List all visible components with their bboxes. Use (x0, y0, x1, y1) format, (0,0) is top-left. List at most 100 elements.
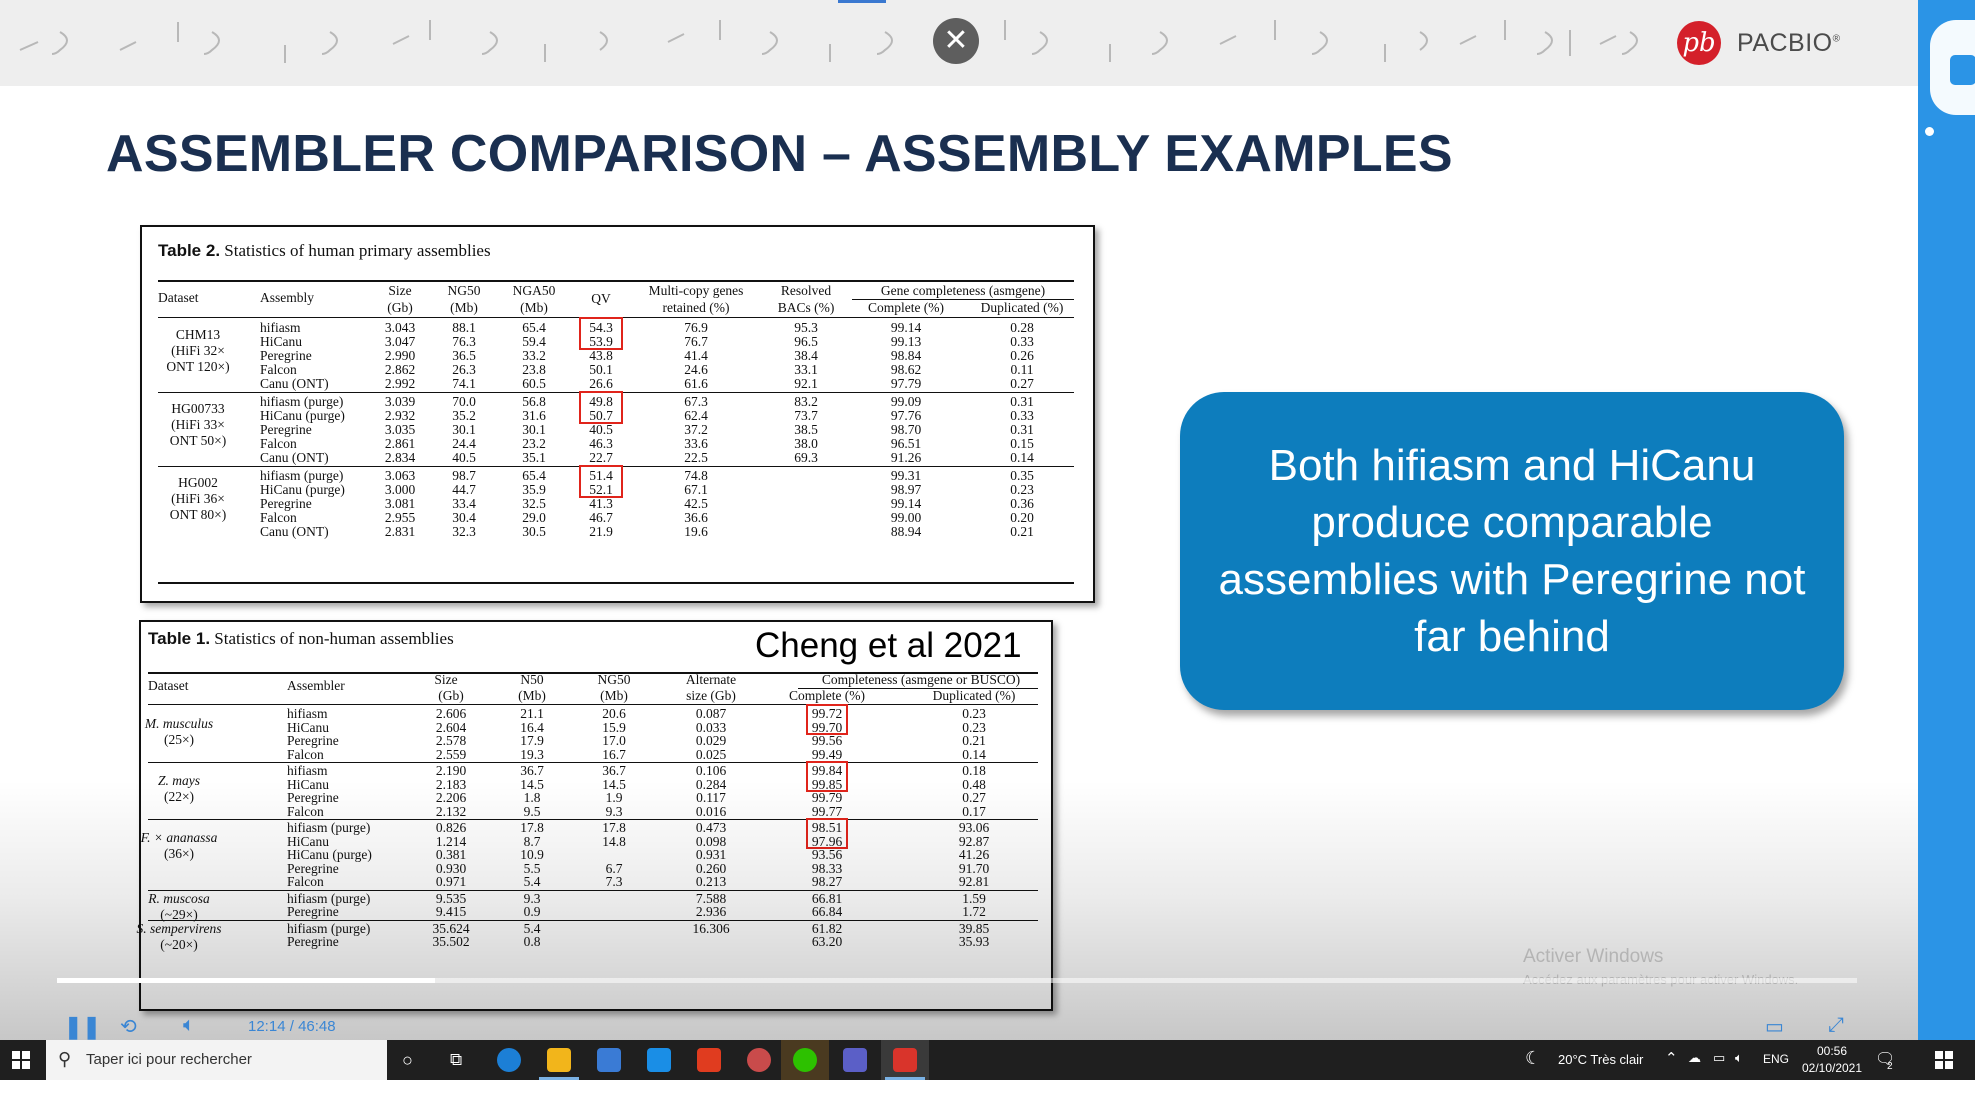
t1-cell: 0.21 (962, 733, 986, 748)
weather-text[interactable]: 20°C Très clair (1558, 1052, 1644, 1067)
store-icon[interactable] (597, 1048, 621, 1072)
office-icon[interactable] (697, 1048, 721, 1072)
t1-cell: 35.624 (432, 920, 470, 936)
t2-header-gene-group: Gene completeness (asmgene) (880, 283, 1046, 298)
table2-caption-label: Table 2. (158, 241, 221, 260)
t2-cell: 0.15 (1010, 436, 1034, 451)
taskbar-date: 02/10/2021 (1801, 1061, 1863, 1075)
paint-icon[interactable] (747, 1048, 771, 1072)
t1-cell: 0.826 (435, 820, 467, 835)
mail-icon[interactable] (647, 1048, 671, 1072)
t1-cell: 99.49 (811, 746, 843, 762)
t2-cell: 98.62 (890, 362, 922, 377)
t1-group-rule (148, 819, 1038, 820)
fullscreen-icon[interactable]: ⤢ (1828, 1014, 1844, 1036)
pause-icon[interactable]: ❚❚ (64, 1014, 101, 1039)
t2-cell: 54.3 (589, 320, 613, 335)
t2-cell: 76.3 (452, 334, 476, 349)
t1-cell: 10.9 (520, 847, 544, 862)
t1-cell: 6.7 (605, 860, 623, 876)
chevron-up-icon[interactable]: ⌃ (1665, 1050, 1678, 1067)
t1-cell: 16.306 (692, 920, 730, 936)
notification-icon[interactable]: 🗨︎ (1875, 1051, 1896, 1068)
zoom-camera-icon (1950, 55, 1975, 85)
t2-cell: HiCanu (purge) (260, 482, 345, 497)
t2-cell: 33.6 (684, 436, 708, 451)
t1-cell: 9.415 (435, 904, 467, 919)
close-icon[interactable]: ✕ (933, 18, 979, 64)
task-view-icon[interactable]: ⧉ (450, 1050, 463, 1069)
taskbar-clock[interactable]: 00:56 02/10/2021 (1797, 1043, 1867, 1077)
windows-logo-icon[interactable] (1935, 1051, 1953, 1069)
t2-cell: 40.5 (452, 450, 476, 465)
t2-dataset-label: (HiFi 33× (171, 417, 225, 432)
t2-cell: 40.5 (589, 422, 613, 437)
wechat-icon[interactable] (793, 1048, 817, 1072)
t2-header-multicopy: Multi-copy genes (648, 283, 744, 298)
t2-cell: 24.4 (452, 436, 476, 451)
t1-cell: 9.535 (435, 890, 467, 906)
t1-cell: 0.117 (696, 790, 726, 805)
t1-complete-highlight-box (806, 704, 848, 735)
replay-10-icon[interactable]: ⟲ (120, 1016, 137, 1038)
t2-header-nga50-unit: (Mb) (520, 300, 548, 315)
t1-cell: 35.502 (432, 934, 470, 949)
t2-cell: 88.94 (890, 524, 922, 539)
t2-cell: 2.862 (384, 362, 416, 377)
file-explorer-icon[interactable] (547, 1048, 571, 1072)
t1-dataset-label: (~20×) (160, 936, 198, 952)
t2-cell: 73.7 (794, 408, 818, 423)
t1-cell: 0.971 (435, 874, 467, 889)
t2-cell: HiCanu (260, 334, 302, 349)
edge-icon[interactable] (497, 1048, 521, 1072)
t2-header-duplicated: Duplicated (%) (980, 300, 1064, 315)
t2-header-bacs: Resolved (780, 283, 832, 298)
t1-cell: 99.84 (811, 763, 843, 778)
t2-cell: 0.23 (1010, 482, 1034, 497)
t1-cell: 93.06 (958, 820, 990, 835)
network-icon[interactable]: ▭ (1713, 1050, 1726, 1065)
activate-windows-title: Activer Windows (1523, 946, 1664, 967)
video-time-total: 46:48 (298, 1018, 336, 1035)
teams-icon[interactable] (843, 1048, 867, 1072)
t2-cell: 30.1 (452, 422, 476, 437)
t1-cell: 1.9 (605, 790, 623, 805)
t1-cell: hifiasm (purge) (287, 820, 371, 835)
t1-header-size: Size (434, 672, 458, 687)
t2-cell: 44.7 (452, 482, 476, 497)
t1-header-size-unit: (Gb) (438, 688, 464, 703)
t1-dataset-label: (22×) (163, 789, 195, 804)
taskbar-search-box[interactable]: ⚲ Taper ici pour rechercher (46, 1040, 387, 1080)
t1-dataset-label: Z. mays (157, 773, 201, 788)
volume-icon[interactable]: 🔈︎ (183, 1014, 195, 1036)
t2-cell: 2.990 (384, 348, 416, 363)
t1-cell: 14.5 (602, 776, 626, 792)
t2-cell: 88.1 (452, 320, 476, 335)
language-indicator[interactable]: ENG (1763, 1052, 1790, 1066)
t1-header-complete: Complete (%) (788, 688, 866, 703)
cloud-icon[interactable]: ☁ (1688, 1050, 1701, 1065)
t1-cell: 5.4 (523, 874, 541, 889)
speaker-icon[interactable]: 🔈︎ (1735, 1050, 1743, 1065)
t2-cell: hifiasm (purge) (260, 468, 344, 483)
t1-cell: 0.9 (523, 904, 541, 919)
video-time-current: 12:14 (248, 1018, 286, 1035)
pacbio-logo-mark: pb (1677, 21, 1721, 65)
t1-cell: Falcon (287, 874, 324, 889)
t2-cell: 60.5 (522, 376, 546, 391)
cortana-icon[interactable]: ○ (402, 1050, 413, 1070)
t2-cell: Canu (ONT) (260, 376, 329, 391)
presentation-app-icon[interactable] (893, 1048, 917, 1072)
table1-comp-group-rule (798, 688, 1038, 689)
t2-cell: 33.4 (452, 496, 476, 511)
t1-cell: 93.56 (811, 847, 843, 862)
windows-start-icon[interactable] (12, 1051, 30, 1069)
t1-cell: 63.20 (811, 934, 843, 949)
t2-cell: 50.7 (589, 408, 613, 423)
video-progress-bar[interactable] (57, 978, 1857, 983)
callout-box: Both hifiasm and HiCanu produce comparab… (1180, 392, 1844, 710)
pacbio-logo-text: PACBIO (1737, 29, 1833, 57)
captions-icon[interactable]: ▭ (1765, 1016, 1784, 1038)
t2-cell: 3.035 (384, 422, 416, 437)
t1-cell: 61.82 (811, 920, 843, 936)
